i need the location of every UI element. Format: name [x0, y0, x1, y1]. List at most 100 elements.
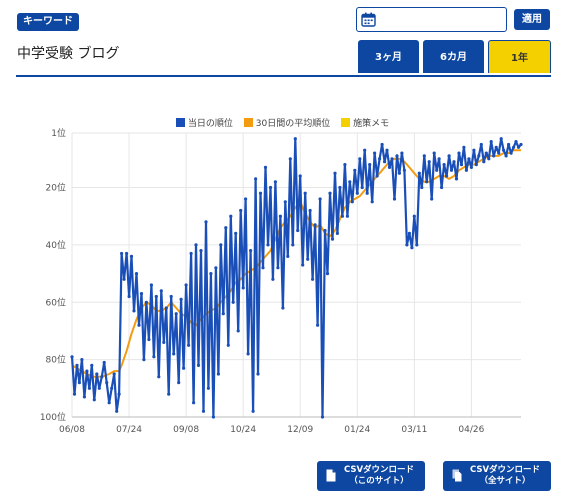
- daily-rank-point: [189, 251, 193, 256]
- legend-item-30day-average[interactable]: 30日間の平均順位: [243, 116, 330, 129]
- daily-rank-point: [177, 381, 181, 385]
- daily-rank-point: [281, 306, 285, 310]
- daily-rank-point: [335, 231, 339, 235]
- legend-item-memo[interactable]: 施策メモ: [341, 116, 389, 129]
- daily-rank-point: [464, 168, 468, 172]
- daily-rank-point: [75, 363, 79, 367]
- daily-rank-point: [392, 197, 397, 201]
- daily-rank-point: [311, 277, 315, 281]
- daily-rank-point: [417, 171, 421, 175]
- daily-rank-point: [261, 266, 265, 270]
- daily-rank-point: [412, 214, 416, 218]
- daily-rank-point: [452, 160, 456, 164]
- daily-rank-point: [241, 286, 245, 290]
- daily-rank-point: [435, 168, 439, 172]
- daily-rank-point: [112, 372, 116, 376]
- daily-rank-point: [306, 257, 310, 261]
- daily-rank-point: [239, 208, 243, 213]
- daily-rank-point: [72, 392, 77, 396]
- daily-rank-point: [504, 154, 508, 158]
- daily-rank-point: [459, 163, 464, 167]
- daily-rank-point: [132, 309, 136, 313]
- daily-rank-point: [378, 157, 382, 161]
- daily-rank-point: [206, 386, 210, 390]
- y-tick-label: 80位: [46, 354, 66, 366]
- legend-label: 当日の順位: [187, 119, 233, 129]
- daily-rank-point: [234, 231, 238, 235]
- series-line-30day-average: [71, 149, 521, 378]
- apply-button[interactable]: 適用: [514, 9, 550, 30]
- daily-rank-point: [358, 157, 362, 161]
- tab-6-months[interactable]: 6カ月: [423, 40, 484, 73]
- daily-rank-point: [363, 148, 367, 152]
- daily-rank-point: [514, 140, 518, 144]
- daily-rank-point: [139, 292, 144, 296]
- daily-rank-point: [338, 185, 342, 190]
- daily-rank-point: [296, 228, 300, 233]
- daily-rank-point: [365, 191, 369, 195]
- daily-rank-point: [323, 228, 327, 233]
- daily-rank-point: [244, 197, 248, 201]
- daily-rank-point: [271, 277, 275, 281]
- daily-rank-point: [125, 251, 129, 256]
- daily-rank-point: [159, 289, 163, 293]
- daily-rank-point: [432, 151, 436, 155]
- daily-rank-point: [85, 369, 89, 373]
- daily-rank-point: [380, 142, 384, 147]
- daily-rank-point: [355, 191, 359, 195]
- daily-rank-point: [373, 151, 377, 155]
- daily-rank-point: [251, 409, 255, 413]
- page-title: 中学受験 ブログ: [17, 46, 120, 62]
- daily-rank-point: [516, 145, 521, 149]
- csv-download-all-sites-button[interactable]: CSVダウンロード （全サイト）: [443, 461, 551, 491]
- daily-rank-point: [179, 297, 183, 301]
- daily-rank-point: [291, 243, 295, 247]
- daily-rank-point: [273, 180, 277, 184]
- download-label-line2: （このサイト）: [349, 476, 409, 486]
- daily-rank-point: [370, 200, 374, 204]
- daily-rank-point: [172, 352, 176, 356]
- daily-rank-point: [427, 160, 431, 164]
- daily-rank-point: [400, 151, 404, 155]
- daily-rank-point: [288, 157, 292, 161]
- daily-rank-point: [502, 148, 506, 152]
- daily-rank-point: [447, 154, 451, 158]
- daily-rank-point: [236, 329, 240, 333]
- daily-rank-point: [497, 151, 501, 155]
- daily-rank-point: [100, 375, 104, 379]
- series-line-daily-rank: [70, 137, 522, 419]
- daily-rank-point: [219, 243, 223, 247]
- daily-rank-point: [162, 340, 166, 344]
- daily-rank-point: [196, 363, 201, 367]
- calendar-icon[interactable]: [361, 12, 376, 27]
- x-tick-label: 06/08: [59, 425, 85, 435]
- daily-rank-point: [320, 415, 325, 419]
- daily-rank-point: [469, 165, 473, 169]
- daily-rank-point: [437, 157, 441, 161]
- daily-rank-point: [353, 168, 357, 172]
- daily-rank-point: [137, 323, 141, 327]
- daily-rank-point: [226, 343, 230, 347]
- legend-item-daily-rank[interactable]: 当日の順位: [175, 116, 233, 129]
- daily-rank-point: [149, 283, 153, 287]
- file-icon: [326, 469, 336, 482]
- date-range-input[interactable]: [356, 7, 507, 32]
- y-tick-label: 40位: [46, 239, 66, 251]
- daily-rank-point: [492, 154, 496, 158]
- y-tick-label: 60位: [46, 296, 66, 308]
- daily-rank-point: [477, 154, 481, 158]
- daily-rank-point: [77, 381, 81, 385]
- daily-rank-point: [420, 185, 424, 190]
- daily-rank-point: [457, 151, 461, 155]
- x-tick-label: 07/24: [116, 425, 142, 435]
- daily-rank-point: [407, 231, 411, 235]
- daily-rank-point: [340, 214, 344, 218]
- tab-1-year[interactable]: 1年: [488, 40, 551, 73]
- daily-rank-point: [286, 254, 290, 258]
- tab-3-months[interactable]: 3ヶ月: [358, 40, 419, 73]
- daily-rank-point: [385, 148, 389, 152]
- daily-rank-point: [390, 157, 394, 161]
- csv-download-this-site-button[interactable]: CSVダウンロード （このサイト）: [317, 461, 425, 491]
- daily-rank-point: [90, 363, 94, 367]
- daily-rank-point: [425, 180, 429, 184]
